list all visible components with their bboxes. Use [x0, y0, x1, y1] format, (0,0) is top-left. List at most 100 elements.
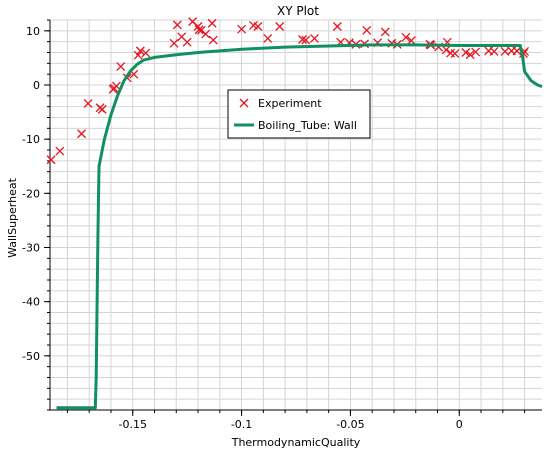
x-marker-stroke	[471, 47, 481, 57]
x-marker-stroke	[380, 27, 390, 37]
x-marker-stroke	[83, 98, 93, 108]
y-tick-label: -40	[22, 296, 40, 309]
experiment-point	[116, 62, 126, 72]
x-marker-stroke	[275, 22, 285, 31]
axis-ticks: -0.15 -0.1 -0.05 0 10 0 -10 -20 -30 -40 -50	[22, 19, 542, 431]
experiment-point	[253, 22, 263, 31]
experiment-point	[465, 50, 475, 60]
x-tick-label: -0.15	[118, 418, 146, 431]
experiment-point	[46, 155, 56, 165]
x-marker-stroke	[188, 17, 198, 27]
y-tick-label: -30	[22, 242, 40, 255]
experiment-point	[401, 32, 411, 42]
x-marker-stroke	[194, 25, 204, 35]
x-marker-stroke	[207, 18, 217, 28]
experiment-point	[141, 48, 151, 58]
x-marker-stroke	[169, 38, 179, 48]
experiment-point	[450, 49, 460, 59]
x-marker-stroke	[109, 83, 119, 93]
x-marker-stroke	[465, 50, 475, 60]
experiment-point	[237, 24, 247, 34]
experiment-point	[263, 33, 273, 43]
legend-x-marker	[239, 98, 249, 108]
experiment-point	[380, 27, 390, 37]
experiment-point	[208, 35, 218, 45]
x-marker-stroke	[362, 25, 372, 35]
experiment-point	[275, 22, 285, 31]
x-marker-stroke	[196, 25, 206, 35]
experiment-point	[441, 45, 451, 55]
x-marker-stroke	[253, 22, 263, 31]
y-tick-label: -20	[22, 187, 40, 200]
experiment-point	[172, 20, 182, 30]
x-marker-stroke	[332, 22, 342, 31]
y-tick-label: -10	[22, 133, 40, 146]
experiment-point	[182, 37, 192, 47]
x-marker-stroke	[401, 32, 411, 42]
x-marker-stroke	[55, 146, 65, 156]
experiment-point	[55, 146, 65, 156]
experiment-point	[471, 47, 481, 57]
legend: Experiment Boiling_Tube: Wall	[227, 89, 371, 139]
x-marker-stroke	[450, 49, 460, 59]
x-marker-stroke	[446, 48, 456, 58]
x-tick-label: 0	[456, 418, 463, 431]
x-marker-stroke	[97, 104, 107, 114]
experiment-point	[133, 50, 143, 60]
x-marker-stroke	[46, 155, 56, 165]
experiment-point	[332, 22, 342, 31]
x-tick-label: -0.05	[336, 418, 364, 431]
legend-item: Experiment	[239, 97, 322, 110]
x-marker-stroke	[406, 36, 416, 46]
y-axis-label: WallSuperheat	[6, 177, 19, 258]
experiment-point	[201, 29, 211, 39]
legend-item: Boiling_Tube: Wall	[234, 119, 357, 132]
experiment-point	[362, 25, 372, 35]
experiment-point	[83, 98, 93, 108]
experiment-point	[301, 35, 311, 45]
experiment-point	[406, 36, 416, 46]
x-marker-stroke	[263, 33, 273, 43]
x-marker-stroke	[310, 33, 319, 43]
experiment-point	[135, 46, 145, 56]
experiment-point	[77, 129, 87, 139]
legend-label: Experiment	[258, 97, 322, 110]
x-axis-label: ThermodynamicQuality	[231, 436, 361, 449]
x-marker-stroke	[441, 45, 451, 55]
x-marker-stroke	[77, 129, 87, 139]
experiment-point	[169, 38, 179, 48]
x-marker-stroke	[129, 69, 139, 79]
legend-box	[227, 89, 371, 139]
y-tick-label: 0	[33, 79, 40, 92]
x-marker-stroke	[135, 46, 145, 56]
experiment-point	[109, 83, 119, 93]
series-line-boiling-tube-wall	[56, 43, 543, 410]
y-tick-label: 10	[26, 25, 40, 38]
experiment-point	[207, 18, 217, 28]
x-marker-stroke	[141, 48, 151, 58]
x-marker-stroke	[500, 46, 510, 56]
x-marker-stroke	[237, 24, 247, 34]
experiment-point	[461, 48, 471, 57]
experiment-point	[489, 46, 499, 56]
chart-title: XY Plot	[277, 4, 319, 18]
x-tick-label: -0.1	[231, 418, 252, 431]
x-marker-stroke	[172, 20, 182, 30]
series-layer	[46, 17, 543, 410]
x-marker-stroke	[461, 48, 471, 57]
experiment-point	[97, 104, 107, 114]
experiment-point	[310, 33, 319, 43]
x-marker-stroke	[301, 35, 311, 45]
x-marker-stroke	[489, 46, 499, 56]
legend-label: Boiling_Tube: Wall	[258, 119, 357, 132]
experiment-point	[194, 25, 204, 35]
x-marker-stroke	[249, 20, 259, 30]
x-marker-stroke	[177, 32, 187, 42]
x-marker-stroke	[116, 62, 126, 72]
x-marker-stroke	[133, 50, 143, 60]
x-marker-stroke	[208, 35, 218, 45]
experiment-point	[298, 35, 307, 44]
x-marker-stroke	[298, 35, 307, 44]
